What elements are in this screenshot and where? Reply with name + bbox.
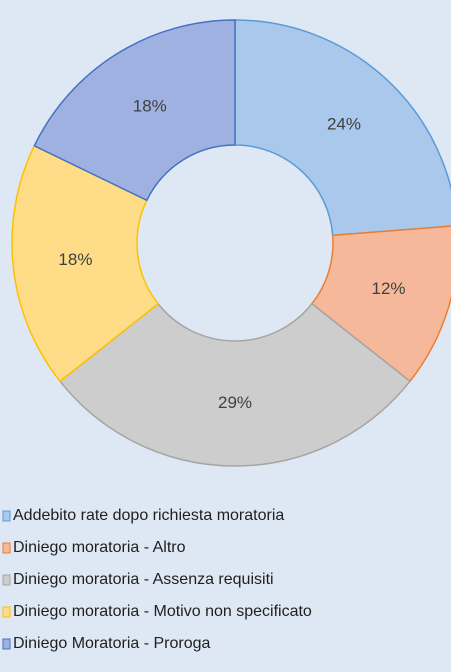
legend-swatch — [2, 574, 11, 586]
data-label: 24% — [327, 115, 361, 134]
donut-segment — [310, 225, 451, 383]
data-label: 18% — [58, 250, 92, 269]
legend-label: Diniego moratoria - Assenza requisiti — [13, 571, 274, 588]
donut-segment — [11, 144, 160, 383]
legend-swatch — [2, 606, 11, 618]
legend-swatch — [2, 542, 11, 554]
data-label: 12% — [372, 279, 406, 298]
data-label: 29% — [218, 393, 252, 412]
legend-label: Diniego moratoria - Altro — [13, 539, 186, 556]
legend-swatch — [2, 510, 11, 522]
donut-segment — [234, 19, 451, 237]
donut-segment — [58, 302, 412, 467]
data-label: 18% — [133, 96, 167, 115]
legend-label: Diniego Moratoria - Proroga — [13, 635, 211, 652]
donut-segment — [33, 19, 236, 202]
legend-swatch — [2, 638, 11, 650]
legend-label: Addebito rate dopo richiesta moratoria — [13, 507, 284, 524]
legend-label: Diniego moratoria - Motivo non specifica… — [13, 603, 312, 620]
